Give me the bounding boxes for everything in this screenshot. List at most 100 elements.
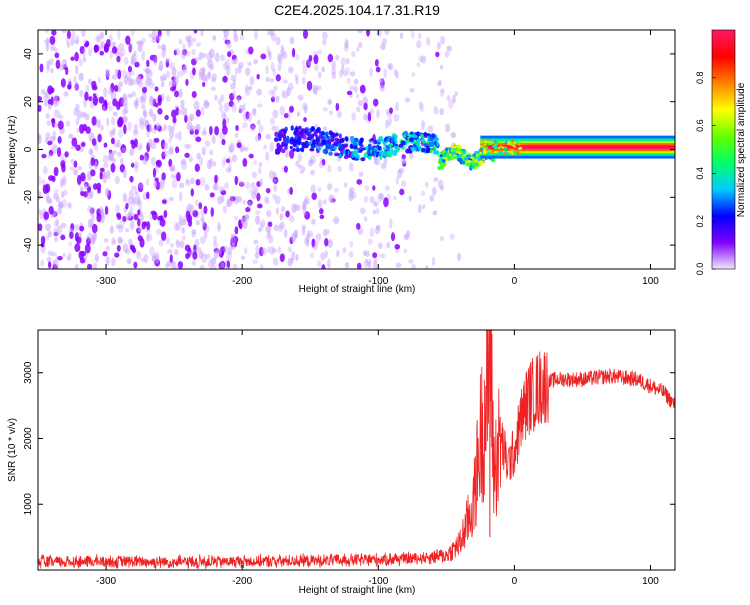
spectrogram-y-axis: -40 -20 0 20 40 <box>23 48 675 252</box>
noise-blob <box>182 65 188 74</box>
noise-blob <box>349 85 355 91</box>
noise-blob <box>439 108 444 116</box>
noise-blob <box>132 196 137 204</box>
noise-blob <box>220 189 227 196</box>
signal-blob <box>421 147 426 153</box>
noise-blob <box>222 62 229 70</box>
noise-blob <box>123 75 129 86</box>
noise-blob <box>97 77 102 84</box>
noise-blob <box>189 204 195 214</box>
noise-blob <box>349 71 356 77</box>
noise-blob <box>48 205 54 215</box>
noise-blob <box>159 180 165 190</box>
noise-blob <box>187 219 193 227</box>
noise-blob <box>289 186 293 195</box>
signal-blob <box>409 137 414 142</box>
signal-blob <box>295 145 299 149</box>
noise-blob <box>208 259 214 269</box>
noise-blob <box>70 145 75 150</box>
noise-blob <box>173 249 179 256</box>
signal-blob <box>394 139 398 145</box>
noise-blob <box>219 54 226 62</box>
noise-blob <box>417 32 422 40</box>
noise-blob <box>38 104 42 112</box>
noise-blob <box>249 188 255 194</box>
noise-blob <box>362 96 369 106</box>
noise-blob <box>106 169 111 180</box>
noise-blob <box>122 73 128 79</box>
noise-blob <box>125 202 129 210</box>
noise-blob <box>135 192 140 200</box>
noise-blob <box>54 52 60 59</box>
noise-blob <box>206 51 213 62</box>
noise-blob <box>80 191 85 197</box>
noise-blob <box>217 222 221 232</box>
noise-blob <box>136 40 143 46</box>
noise-blob <box>247 61 252 67</box>
signal-blob <box>504 146 508 149</box>
noise-blob <box>359 84 366 94</box>
signal-blob <box>295 147 301 153</box>
noise-blob <box>75 144 81 151</box>
noise-blob <box>306 80 313 91</box>
noise-blob <box>363 216 368 222</box>
noise-blob <box>280 206 286 212</box>
noise-blob <box>191 231 196 238</box>
noise-blob <box>211 135 216 144</box>
noise-blob <box>69 231 74 240</box>
noise-blob <box>195 246 202 254</box>
signal-blob <box>370 137 375 142</box>
noise-blob <box>44 30 49 34</box>
noise-blob <box>285 148 290 157</box>
noise-blob <box>82 48 86 58</box>
noise-blob <box>220 261 225 269</box>
noise-blob <box>212 161 217 167</box>
signal-blob <box>472 163 476 169</box>
noise-blob <box>228 145 233 153</box>
noise-blob <box>393 114 400 122</box>
noise-blob <box>89 190 94 199</box>
noise-blob <box>131 53 137 63</box>
noise-blob <box>139 212 144 222</box>
noise-blob <box>267 246 271 254</box>
signal-blob <box>304 143 309 149</box>
noise-blob <box>291 251 296 261</box>
noise-blob <box>256 203 263 209</box>
noise-blob <box>194 199 200 206</box>
signal-blob <box>445 152 450 157</box>
noise-blob <box>154 86 159 92</box>
noise-blob <box>46 256 52 262</box>
noise-blob <box>103 142 108 148</box>
noise-blob <box>234 226 239 235</box>
signal-blob <box>463 157 469 161</box>
signal-blob <box>487 151 491 155</box>
noise-blob <box>318 208 324 215</box>
noise-blob <box>154 259 161 267</box>
noise-blob <box>133 123 138 133</box>
signal-blob <box>360 157 366 162</box>
noise-blob <box>57 120 64 130</box>
noise-blob <box>313 64 319 72</box>
noise-blob <box>279 105 285 116</box>
noise-blob <box>99 50 105 56</box>
noise-blob <box>180 219 187 226</box>
noise-blob <box>295 160 300 167</box>
noise-blob <box>250 182 256 189</box>
noise-blob <box>236 142 242 149</box>
noise-blob <box>76 109 82 120</box>
signal-blob <box>482 151 486 154</box>
noise-blob <box>60 234 66 241</box>
noise-blob <box>77 232 83 238</box>
noise-blob <box>158 60 164 71</box>
noise-blob <box>108 149 113 155</box>
noise-blob <box>176 171 181 182</box>
noise-blob <box>378 192 384 200</box>
noise-blob <box>70 223 75 232</box>
noise-blob <box>145 178 150 186</box>
noise-blob <box>221 138 226 146</box>
noise-blob <box>93 44 98 54</box>
noise-blob <box>201 74 208 82</box>
noise-blob <box>134 99 139 110</box>
noise-blob <box>125 35 131 45</box>
